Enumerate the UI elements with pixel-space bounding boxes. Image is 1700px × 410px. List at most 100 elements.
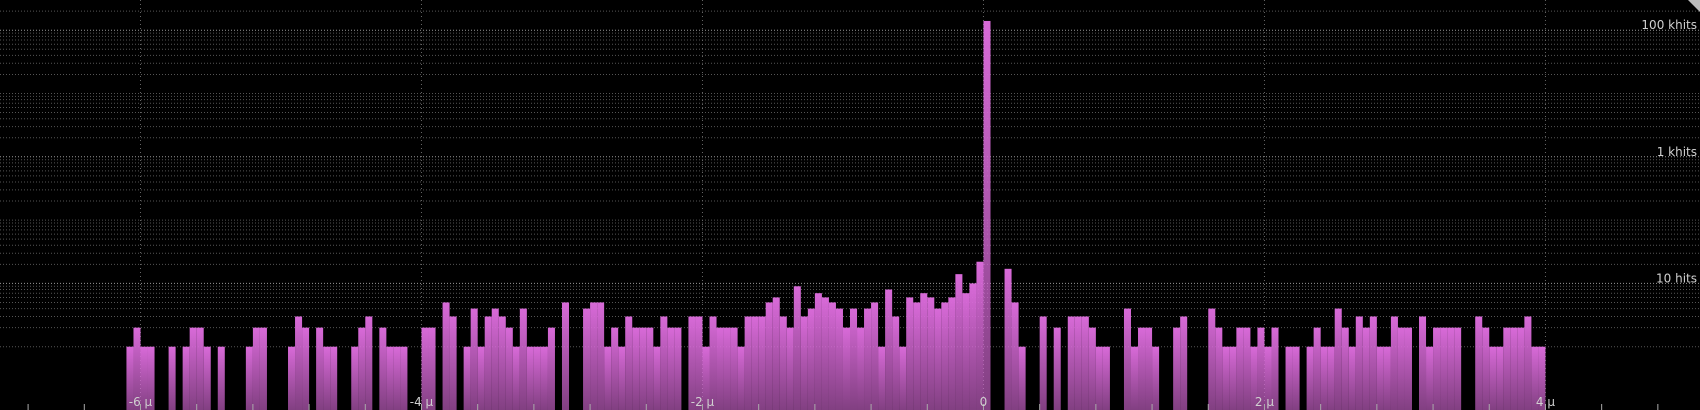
bar: [245, 346, 253, 410]
bar: [1039, 316, 1047, 410]
bar: [1138, 327, 1146, 410]
bar: [1173, 327, 1181, 410]
bar: [1496, 346, 1504, 410]
bar: [1292, 346, 1300, 410]
bar: [639, 327, 647, 410]
bar: [1376, 346, 1384, 410]
bar: [302, 327, 310, 410]
bar: [393, 346, 401, 410]
bar: [1053, 327, 1061, 410]
bar: [814, 293, 822, 410]
bar: [1145, 327, 1153, 410]
bar: [1222, 346, 1230, 410]
bar: [786, 327, 794, 410]
bar: [1426, 346, 1434, 410]
bar: [807, 308, 815, 410]
bar: [498, 316, 506, 410]
bar: [772, 297, 780, 410]
bar: [590, 302, 598, 410]
y-tick-label: 1 khits: [1657, 145, 1697, 159]
bar: [1348, 346, 1356, 410]
bar: [365, 316, 373, 410]
bar: [323, 346, 331, 410]
bar: [625, 316, 633, 410]
bar: [386, 346, 394, 410]
bar: [765, 302, 773, 410]
bar: [1081, 316, 1089, 410]
bar: [1313, 327, 1321, 410]
bar: [1510, 327, 1518, 410]
bar: [667, 327, 675, 410]
bar: [1236, 327, 1244, 410]
corner-handle: [1688, 0, 1700, 12]
bar: [1531, 346, 1539, 410]
bar: [470, 308, 478, 410]
bar: [892, 316, 900, 410]
bar: [1257, 327, 1265, 410]
bar: [1524, 316, 1532, 410]
bar: [618, 346, 626, 410]
bar: [561, 302, 570, 410]
bar: [885, 289, 893, 410]
bar: [1264, 346, 1272, 410]
bar: [1454, 327, 1462, 410]
bar: [850, 308, 858, 410]
bar: [835, 308, 843, 410]
x-tick-label: -6 µ: [129, 395, 153, 409]
x-tick-label: 0: [980, 395, 988, 409]
bar: [512, 346, 520, 410]
bar: [1482, 327, 1490, 410]
x-tick-label: -4 µ: [410, 395, 434, 409]
bar: [1404, 327, 1412, 410]
bar: [484, 316, 492, 410]
bar: [660, 316, 668, 410]
x-tick-label: -2 µ: [691, 395, 715, 409]
bar: [632, 327, 640, 410]
bar: [203, 346, 211, 410]
bar: [1208, 308, 1216, 410]
bar: [842, 327, 850, 410]
bar: [1327, 346, 1335, 410]
bar: [1538, 346, 1546, 410]
bar: [196, 327, 204, 410]
bar: [583, 308, 591, 410]
bar: [477, 346, 485, 410]
bar: [316, 327, 324, 410]
bar: [547, 327, 555, 410]
bar: [1440, 327, 1448, 410]
bar: [1250, 346, 1258, 410]
bar: [1271, 327, 1279, 410]
bar: [597, 302, 605, 410]
bar: [540, 346, 548, 410]
bar: [864, 308, 872, 410]
bar: [1018, 346, 1026, 410]
bar: [674, 327, 682, 410]
bar: [758, 316, 766, 410]
bar: [1517, 327, 1525, 410]
bar: [709, 316, 717, 410]
bar: [1447, 327, 1455, 410]
bar: [878, 346, 886, 410]
bar: [1243, 327, 1251, 410]
bar: [421, 327, 429, 410]
bar: [217, 346, 225, 410]
y-tick-label: 10 hits: [1656, 271, 1697, 285]
bar: [1152, 346, 1160, 410]
bar: [702, 346, 710, 410]
bar: [899, 346, 907, 410]
bar: [744, 316, 752, 410]
bar: [358, 327, 366, 410]
bar: [1306, 346, 1314, 410]
bar: [857, 327, 865, 410]
bar: [428, 327, 436, 410]
bar: [1383, 346, 1391, 410]
bar: [1102, 346, 1110, 410]
bar: [723, 327, 731, 410]
bar: [976, 261, 984, 410]
x-tick-label: 2 µ: [1255, 395, 1274, 409]
bar: [927, 297, 935, 410]
bar: [1011, 302, 1019, 410]
bar: [140, 346, 148, 410]
bar: [533, 346, 541, 410]
bar: [133, 327, 141, 410]
